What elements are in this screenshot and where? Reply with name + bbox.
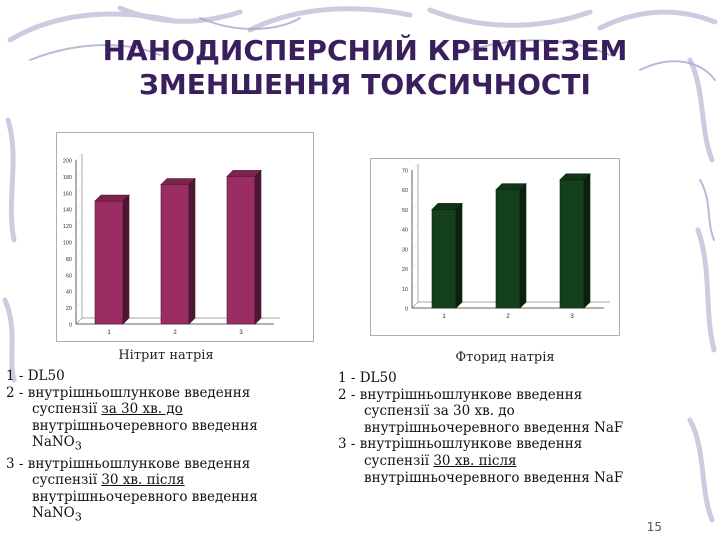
y-tick-label: 180 — [63, 175, 72, 181]
legend-left-item-2-line-b: суспензії за 30 хв. до — [6, 401, 306, 418]
y-tick-label: 140 — [63, 208, 72, 214]
y-gridline — [75, 268, 83, 275]
y-gridline — [75, 301, 83, 308]
y-tick-label: 40 — [66, 290, 72, 296]
y-gridline — [75, 317, 83, 325]
legend-text: суспензії — [364, 452, 434, 469]
subscript: 3 — [74, 440, 82, 454]
legend-text: суспензії — [32, 401, 102, 418]
y-tick-label: 60 — [66, 273, 72, 279]
y-gridline — [75, 252, 83, 259]
y-gridline — [75, 219, 83, 226]
legend-text-underlined: 30 хв. після — [101, 472, 185, 489]
x-tick-label: 2 — [173, 330, 177, 336]
y-gridline — [411, 203, 419, 210]
y-tick-label: 120 — [63, 224, 72, 230]
x-tick-label: 3 — [239, 330, 243, 336]
legend-left-item-2: 2 - внутрішньошлункове введення суспензі… — [6, 385, 306, 456]
legend-right: 1 - DL50 2 - внутрішньошлункове введення… — [338, 370, 668, 486]
legend-left-item-2-line-c: внутрішньочеревного введення — [32, 417, 258, 434]
legend-left-item-1: 1 - DL50 — [6, 368, 65, 384]
x-tick-label: 1 — [442, 314, 446, 320]
legend-left-item-3-line-b: суспензії 30 хв. після — [6, 472, 306, 489]
legend-text: NaNO — [32, 505, 75, 522]
page-number: 15 — [646, 520, 662, 534]
slide-title-line1: НАНОДИСПЕРСНИЙ КРЕМНЕЗЕМ — [102, 34, 628, 67]
x-tick-label: 2 — [506, 314, 510, 320]
legend-text-underlined: за 30 хв. до — [101, 401, 183, 418]
chart-sodium-nitrite: 0 20 40 60 80 100 120 140 160 180 200 1 2 3 — [56, 132, 314, 342]
y-gridline — [75, 186, 83, 193]
y-gridline — [75, 285, 83, 292]
legend-left-item-3-line-a: 3 - внутрішньошлункове введення — [6, 455, 251, 472]
legend-left-item-2-line-a: 2 - внутрішньошлункове введення — [6, 384, 251, 401]
y-gridline — [411, 183, 419, 190]
y-tick-label: 20 — [66, 306, 72, 312]
y-tick-label: 60 — [402, 188, 408, 194]
legend-right-item-2-line-a: 2 - внутрішньошлункове введення — [338, 386, 583, 403]
legend-left-item-2-line-d: NaNO3 — [6, 434, 306, 455]
y-tick-label: 160 — [63, 191, 72, 197]
legend-left-item-3: 3 - внутрішньошлункове введення суспензі… — [6, 456, 306, 527]
chart-bar — [160, 177, 196, 325]
y-tick-label: 0 — [405, 307, 408, 313]
legend-right-item-2-line-b: суспензії за 30 хв. до — [364, 403, 515, 420]
y-tick-label: 20 — [402, 267, 408, 273]
legend-text: суспензії — [32, 472, 102, 489]
legend-right-item-3-line-c: внутрішньочеревного введення NaF — [364, 469, 624, 486]
y-gridline — [75, 203, 83, 210]
y-tick-label: 30 — [402, 247, 408, 253]
legend-right-item-3-line-b: суспензії 30 хв. після — [338, 453, 668, 470]
legend-right-item-3: 3 - внутрішньошлункове введення суспензі… — [338, 436, 668, 486]
chart-bar — [559, 173, 591, 309]
legend-text-underlined: 30 хв. після — [433, 452, 517, 469]
chart-bar — [94, 194, 130, 325]
y-tick-label: 50 — [402, 208, 408, 214]
y-tick-label: 0 — [69, 323, 72, 329]
y-tick-label: 100 — [63, 241, 72, 247]
chart-sodium-fluoride: 0 10 20 30 40 50 60 70 1 2 3 — [370, 158, 620, 336]
y-tick-label: 40 — [402, 228, 408, 234]
y-gridline — [411, 301, 419, 309]
y-tick-label: 80 — [66, 257, 72, 263]
legend-right-item-1: 1 - DL50 — [338, 370, 397, 386]
y-tick-label: 200 — [63, 159, 72, 165]
y-gridline — [75, 235, 83, 243]
chart-bar — [495, 182, 527, 309]
y-gridline — [75, 170, 83, 177]
y-gridline — [75, 153, 83, 161]
legend-left-item-3-line-d: NaNO3 — [6, 505, 306, 526]
x-tick-label: 3 — [570, 314, 574, 320]
chart-bar — [431, 202, 463, 309]
y-gridline — [411, 242, 419, 250]
legend-right-item-3-line-a: 3 - внутрішньошлункове введення — [338, 436, 583, 453]
subscript: 3 — [74, 511, 82, 525]
legend-left: 1 - DL50 2 - внутрішньошлункове введення… — [6, 368, 306, 527]
legend-text: NaNO — [32, 434, 75, 451]
y-gridline — [411, 282, 419, 289]
chart-left-caption: Нітрит натрія — [118, 348, 214, 363]
legend-left-item-3-line-c: внутрішньочеревного введення — [32, 488, 258, 505]
legend-right-item-2-line-c: внутрішньочеревного введення NaF — [364, 419, 624, 436]
chart-bar — [226, 169, 262, 325]
y-gridline — [411, 163, 419, 171]
y-tick-label: 10 — [402, 287, 408, 293]
x-tick-label: 1 — [107, 330, 111, 336]
legend-right-item-2: 2 - внутрішньошлункове введення суспензі… — [338, 387, 668, 437]
y-gridline — [411, 262, 419, 269]
y-tick-label: 70 — [402, 169, 408, 175]
y-gridline — [411, 222, 419, 230]
slide-title-line2: ЗМЕНШЕННЯ ТОКСИЧНОСТІ — [139, 68, 591, 101]
chart-right-caption: Фторид натрія — [455, 350, 555, 365]
slide-title: НАНОДИСПЕРСНИЙ КРЕМНЕЗЕМ ЗМЕНШЕННЯ ТОКСИ… — [60, 34, 670, 102]
